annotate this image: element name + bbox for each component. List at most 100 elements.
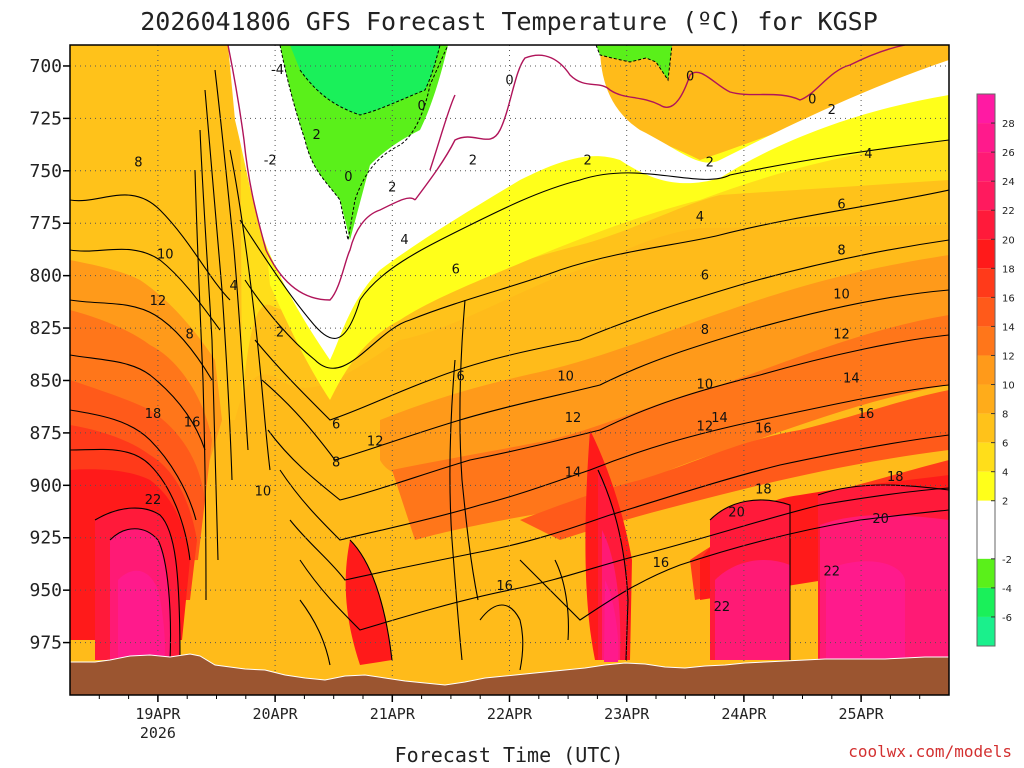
contour-label: 22 [824,564,841,579]
contour-label: 4 [400,233,408,248]
contour-label: 16 [653,556,670,571]
y-tick-label: 825 [29,318,62,339]
plot-area [70,45,949,695]
contour-label: 14 [565,466,582,481]
colorbar-label: -6 [1002,613,1012,624]
band-2-4 [262,80,949,400]
band-22-plus [110,515,949,660]
contour-label: 12 [150,294,167,309]
y-tick-label: 975 [29,633,62,654]
contour-line [229,149,271,471]
contour-line [204,89,233,481]
colorbar-swatch [977,123,995,153]
colorbar-swatch [977,471,995,501]
colorbar-label: 22 [1002,206,1015,217]
contour-line [70,299,213,381]
x-tick-label: 21APR [370,705,416,723]
colorbar-label: 6 [1002,439,1008,450]
x-axis-title: Forecast Time (UTC) [395,743,624,767]
y-tick-label: 800 [29,266,62,287]
contour-line [70,248,221,331]
colorbar-swatch [977,587,995,617]
contour-line [449,359,463,661]
x-tick-label: 25APR [839,705,885,723]
contour-line [597,469,629,661]
chart-title: 2026041806 GFS Forecast Temperature (ºC)… [140,7,878,36]
y-tick-label: 900 [29,475,62,496]
contour-line [239,139,949,339]
contour-label: 6 [701,269,709,284]
colorbar-label: 28 [1002,119,1015,130]
colorbar-label: 4 [1002,468,1008,479]
contour-label: 12 [367,434,384,449]
contour-label: 16 [755,422,772,437]
band-12-14 [70,310,949,540]
contour-label: 10 [697,378,714,393]
colorbar-label: -4 [1002,584,1012,595]
colorbar-label: 20 [1002,235,1015,246]
colorbar-label: 26 [1002,148,1015,159]
colorbar-label: -2 [1002,555,1012,566]
contour-line [817,484,949,496]
contour-line [70,409,197,521]
contour-label: 6 [457,369,465,384]
colorbar-swatch [977,94,995,124]
contour-line [709,499,791,660]
contour-label: 16 [184,415,201,430]
contour-label: 4 [229,279,237,294]
contour-label: 0 [686,69,694,84]
negative-contours [279,45,673,241]
contour-line [349,539,393,661]
contour-line [279,384,949,541]
contour-line [261,289,949,461]
band-10-12 [70,255,949,477]
contour-lines [70,69,949,671]
colorbar-label: 18 [1002,264,1015,275]
contour-line [299,599,331,666]
contour-label: 2 [388,181,396,196]
contour-label: 12 [697,420,714,435]
contour-label: 6 [332,418,340,433]
colorbar-swatch [977,500,995,559]
contour-label: 2 [706,155,714,170]
x-tick-label: 20APR [253,705,299,723]
colorbar-swatch [977,326,995,356]
credit-link[interactable]: coolwx.com/models [848,742,1012,761]
contour-line [254,239,949,421]
contour-label: -4 [271,63,284,78]
x-tick-label: 23APR [604,705,650,723]
contour-label: 10 [557,369,574,384]
contour-label: 2 [276,325,284,340]
contour-label: 10 [255,485,272,500]
colorbar-swatch [977,616,995,646]
contour-label: 16 [496,579,513,594]
colorbar-swatch [977,152,995,182]
contour-label: 0 [808,93,816,108]
contour-label: 12 [833,327,850,342]
contour-label: 22 [145,493,162,508]
contour-label: 0 [417,99,425,114]
contour-label: 8 [332,455,340,470]
colorbar-frame [976,93,996,647]
contour-line [267,334,949,501]
colorbar-swatch [977,210,995,240]
y-tick-label: 725 [29,108,62,129]
colorbar-swatch [977,558,995,588]
contour-label: 8 [701,323,709,338]
contour-line [70,354,206,451]
y-tick-label: 850 [29,370,62,391]
contour-label: 22 [714,600,731,615]
colorbar-swatch [977,297,995,327]
contour-line [214,69,249,451]
band-24-plus [118,561,905,662]
contour-line [459,299,479,601]
contour-label: 20 [728,506,745,521]
band-minus-4 [290,45,440,115]
colorbar-label: 16 [1002,293,1015,304]
colorbar-swatch [977,239,995,269]
contour-line [70,448,191,561]
contour-label: 18 [887,470,904,485]
contour-label: 20 [872,512,889,527]
contour-line [299,487,949,631]
